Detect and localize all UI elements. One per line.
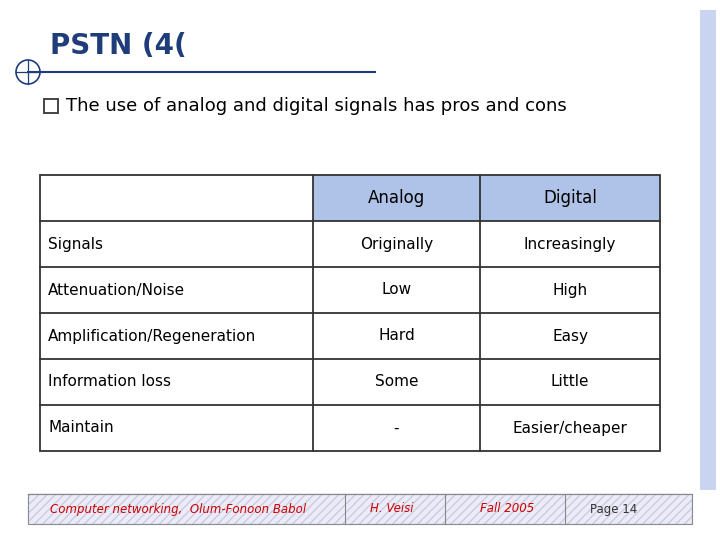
Text: Easy: Easy	[552, 328, 588, 343]
Text: High: High	[552, 282, 588, 298]
Text: Maintain: Maintain	[48, 421, 114, 435]
Text: H. Veisi: H. Veisi	[370, 503, 413, 516]
Text: The use of analog and digital signals has pros and cons: The use of analog and digital signals ha…	[66, 97, 567, 115]
Text: Attenuation/Noise: Attenuation/Noise	[48, 282, 185, 298]
Text: Information loss: Information loss	[48, 375, 171, 389]
Text: Page 14: Page 14	[590, 503, 637, 516]
Bar	[28, 494, 692, 524]
Text: Fall 2005: Fall 2005	[480, 503, 534, 516]
Text: Easier/cheaper: Easier/cheaper	[513, 421, 628, 435]
Text: Analog: Analog	[368, 189, 425, 207]
Text: Signals: Signals	[48, 237, 103, 252]
Text: Little: Little	[551, 375, 590, 389]
Text: Amplification/Regeneration: Amplification/Regeneration	[48, 328, 256, 343]
Bar	[700, 10, 716, 490]
Bar	[40, 175, 660, 451]
Text: Low: Low	[382, 282, 412, 298]
Text: -: -	[394, 421, 400, 435]
Text: PSTN (4(: PSTN (4(	[50, 32, 186, 60]
Bar	[28, 494, 692, 524]
Text: Digital: Digital	[543, 189, 597, 207]
Text: Increasingly: Increasingly	[524, 237, 616, 252]
Bar	[312, 175, 660, 221]
Text: Computer networking,  Olum-Fonoon Babol: Computer networking, Olum-Fonoon Babol	[50, 503, 306, 516]
Text: Originally: Originally	[360, 237, 433, 252]
Text: Hard: Hard	[378, 328, 415, 343]
Text: Some: Some	[374, 375, 418, 389]
Bar	[44, 99, 58, 113]
